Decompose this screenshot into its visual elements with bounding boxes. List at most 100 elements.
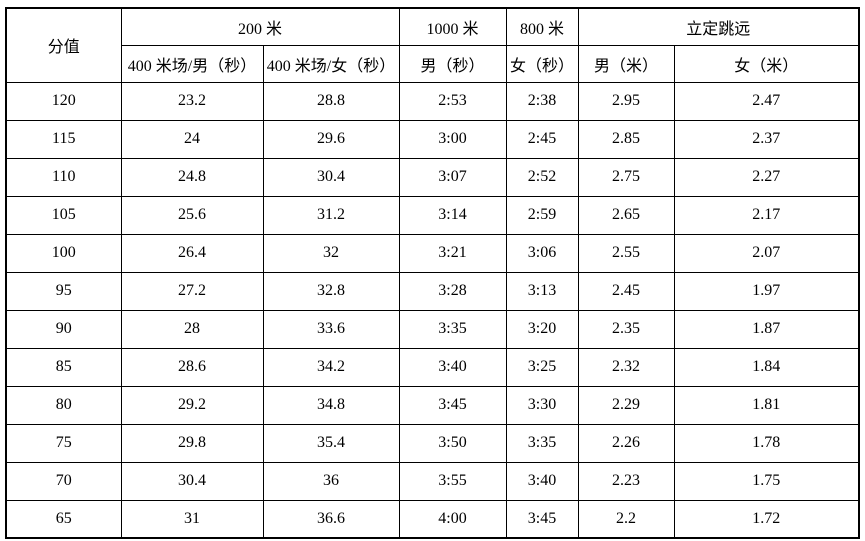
table-cell: 23.2 xyxy=(120,81,264,121)
table-cell: 2.2 xyxy=(577,499,675,539)
table-cell: 3:28 xyxy=(398,271,507,311)
table-cell: 3:13 xyxy=(505,271,579,311)
header-cell-standing-long-jump: 立定跳远 xyxy=(577,7,860,46)
table-cell: 29.2 xyxy=(120,385,264,425)
table-cell: 2:38 xyxy=(505,81,579,121)
table-cell: 2.45 xyxy=(577,271,675,311)
table-cell: 32 xyxy=(262,233,400,273)
table-cell: 28 xyxy=(120,309,264,349)
table-cell: 3:35 xyxy=(505,423,579,463)
header-row-groups: 分值 200 米 1000 米 800 米 立定跳远 xyxy=(5,7,860,83)
table-header: 分值 200 米 1000 米 800 米 立定跳远 400 米场/男（秒） 4… xyxy=(5,7,860,83)
table-cell: 3:45 xyxy=(398,385,507,425)
subheader-cell-jump-male: 男（米） xyxy=(577,44,675,83)
score-cell: 75 xyxy=(5,423,122,463)
table-cell: 3:06 xyxy=(505,233,579,273)
header-cell-200m: 200 米 xyxy=(120,7,400,46)
table-row: 100 26.4 32 3:21 3:06 2.55 2.07 xyxy=(5,233,860,273)
table-cell: 2.26 xyxy=(577,423,675,463)
table-cell: 32.8 xyxy=(262,271,400,311)
table-cell: 34.2 xyxy=(262,347,400,387)
table-cell: 2.32 xyxy=(577,347,675,387)
table-cell: 27.2 xyxy=(120,271,264,311)
table-cell: 31 xyxy=(120,499,264,539)
subheader-cell-jump-female: 女（米） xyxy=(673,44,860,83)
table-cell: 2:52 xyxy=(505,157,579,197)
table-cell: 2:45 xyxy=(505,119,579,159)
table-cell: 36 xyxy=(262,461,400,501)
table-cell: 2.47 xyxy=(673,81,860,121)
table-cell: 3:55 xyxy=(398,461,507,501)
header-cell-800m: 800 米 xyxy=(505,7,579,46)
subheader-cell-400m-male: 400 米场/男（秒） xyxy=(120,44,264,83)
table-cell: 1.78 xyxy=(673,423,860,463)
table-cell: 29.8 xyxy=(120,423,264,463)
table-cell: 30.4 xyxy=(120,461,264,501)
table-cell: 2.85 xyxy=(577,119,675,159)
table-body: 120 23.2 28.8 2:53 2:38 2.95 2.47 115 24… xyxy=(5,81,860,539)
score-cell: 70 xyxy=(5,461,122,501)
score-table: 分值 200 米 1000 米 800 米 立定跳远 400 米场/男（秒） 4… xyxy=(5,7,861,539)
table-cell: 1.75 xyxy=(673,461,860,501)
table-row: 115 24 29.6 3:00 2:45 2.85 2.37 xyxy=(5,119,860,159)
score-cell: 85 xyxy=(5,347,122,387)
table-cell: 1.84 xyxy=(673,347,860,387)
table-cell: 3:07 xyxy=(398,157,507,197)
table-cell: 2.55 xyxy=(577,233,675,273)
score-cell: 115 xyxy=(5,119,122,159)
table-cell: 2:53 xyxy=(398,81,507,121)
table-cell: 28.6 xyxy=(120,347,264,387)
table-cell: 33.6 xyxy=(262,309,400,349)
header-row-subheaders: 400 米场/男（秒） 400 米场/女（秒） 男（秒） 女（秒） 男（米） 女… xyxy=(6,44,860,83)
table-cell: 2.17 xyxy=(673,195,860,235)
table-cell: 1.72 xyxy=(673,499,860,539)
table-cell: 25.6 xyxy=(120,195,264,235)
score-cell: 95 xyxy=(5,271,122,311)
score-cell: 110 xyxy=(5,157,122,197)
table-cell: 24 xyxy=(120,119,264,159)
score-cell: 80 xyxy=(5,385,122,425)
table-cell: 1.87 xyxy=(673,309,860,349)
table-row: 80 29.2 34.8 3:45 3:30 2.29 1.81 xyxy=(5,385,860,425)
score-cell: 100 xyxy=(5,233,122,273)
table-cell: 28.8 xyxy=(262,81,400,121)
table-row: 65 31 36.6 4:00 3:45 2.2 1.72 xyxy=(5,499,860,539)
score-cell: 90 xyxy=(5,309,122,349)
table-cell: 34.8 xyxy=(262,385,400,425)
score-cell: 120 xyxy=(5,81,122,121)
table-cell: 3:40 xyxy=(505,461,579,501)
table-row: 95 27.2 32.8 3:28 3:13 2.45 1.97 xyxy=(5,271,860,311)
table-cell: 2:59 xyxy=(505,195,579,235)
table-row: 70 30.4 36 3:55 3:40 2.23 1.75 xyxy=(5,461,860,501)
table-cell: 3:25 xyxy=(505,347,579,387)
table-cell: 2.75 xyxy=(577,157,675,197)
score-cell: 105 xyxy=(5,195,122,235)
table-cell: 3:50 xyxy=(398,423,507,463)
table-cell: 3:20 xyxy=(505,309,579,349)
table-cell: 31.2 xyxy=(262,195,400,235)
score-cell: 65 xyxy=(5,499,122,539)
header-cell-1000m: 1000 米 xyxy=(398,7,507,46)
table-cell: 3:30 xyxy=(505,385,579,425)
table-cell: 3:35 xyxy=(398,309,507,349)
table-cell: 24.8 xyxy=(120,157,264,197)
table-cell: 2.29 xyxy=(577,385,675,425)
subheader-cell-400m-female: 400 米场/女（秒） xyxy=(262,44,400,83)
header-cell-score: 分值 xyxy=(5,7,122,83)
table-cell: 29.6 xyxy=(262,119,400,159)
table-cell: 26.4 xyxy=(120,233,264,273)
table-cell: 2.37 xyxy=(673,119,860,159)
table-cell: 3:14 xyxy=(398,195,507,235)
table-row: 90 28 33.6 3:35 3:20 2.35 1.87 xyxy=(5,309,860,349)
table-row: 75 29.8 35.4 3:50 3:35 2.26 1.78 xyxy=(5,423,860,463)
table-cell: 3:45 xyxy=(505,499,579,539)
table-cell: 3:40 xyxy=(398,347,507,387)
table-cell: 2.95 xyxy=(577,81,675,121)
table-cell: 30.4 xyxy=(262,157,400,197)
table-cell: 35.4 xyxy=(262,423,400,463)
subheader-cell-1000m-male: 男（秒） xyxy=(398,44,507,83)
table-cell: 2.23 xyxy=(577,461,675,501)
table-cell: 3:00 xyxy=(398,119,507,159)
table-cell: 2.27 xyxy=(673,157,860,197)
table-cell: 3:21 xyxy=(398,233,507,273)
